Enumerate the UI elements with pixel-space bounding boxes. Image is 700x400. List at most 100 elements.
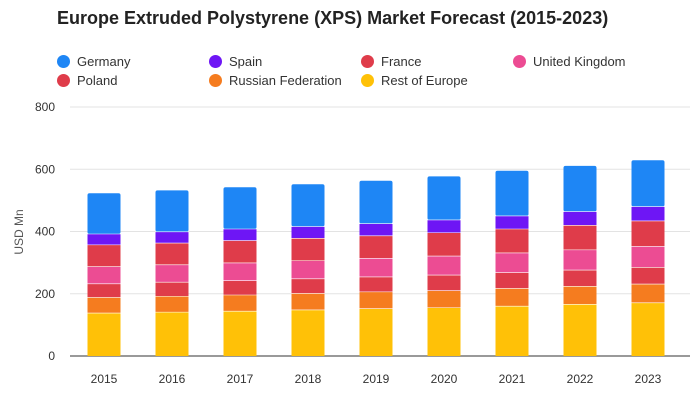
bar-segment-spain-2016[interactable]	[155, 231, 189, 244]
bar-segment-germany-2020[interactable]	[427, 176, 461, 220]
bar-segment-spain-2021[interactable]	[495, 215, 529, 230]
bar-segment-rest-of-europe-2021[interactable]	[495, 306, 529, 356]
y-axis-ticks: 0 200 400 600 800	[35, 100, 55, 363]
x-tick-label: 2016	[159, 372, 186, 386]
bar-segment-france-2015[interactable]	[87, 244, 121, 267]
bar-segment-germany-2023[interactable]	[631, 160, 665, 207]
bar-segment-united-kingdom-2022[interactable]	[563, 249, 597, 271]
legend-label-russian-federation: Russian Federation	[229, 73, 342, 88]
bar-segment-rest-of-europe-2022[interactable]	[563, 304, 597, 356]
y-tick-label: 200	[35, 287, 55, 301]
bar-segment-poland-2016[interactable]	[155, 282, 189, 297]
bar-segment-france-2020[interactable]	[427, 232, 461, 257]
bar-segment-rest-of-europe-2015[interactable]	[87, 313, 121, 356]
legend-swatch-poland	[57, 74, 70, 87]
bar-segment-france-2018[interactable]	[291, 238, 325, 261]
legend-item-poland[interactable]: Poland	[57, 73, 117, 88]
bar-segment-germany-2015[interactable]	[87, 193, 121, 234]
bar-segment-france-2017[interactable]	[223, 240, 257, 263]
bar-segment-rest-of-europe-2016[interactable]	[155, 312, 189, 356]
y-tick-label: 600	[35, 162, 55, 176]
bar-segment-united-kingdom-2018[interactable]	[291, 260, 325, 279]
bar-segment-spain-2023[interactable]	[631, 206, 665, 221]
x-tick-label: 2021	[499, 372, 526, 386]
bar-segment-united-kingdom-2021[interactable]	[495, 252, 529, 273]
bar-segment-spain-2015[interactable]	[87, 233, 121, 245]
bar-segment-russian-federation-2018[interactable]	[291, 293, 325, 310]
x-tick-label: 2022	[567, 372, 594, 386]
bar-segment-russian-federation-2016[interactable]	[155, 296, 189, 313]
legend-label-united-kingdom: United Kingdom	[533, 54, 626, 69]
bar-segment-germany-2017[interactable]	[223, 187, 257, 230]
legend-item-russian-federation[interactable]: Russian Federation	[209, 73, 342, 88]
bar-segment-russian-federation-2021[interactable]	[495, 288, 529, 307]
x-tick-label: 2015	[91, 372, 118, 386]
x-tick-label: 2017	[227, 372, 254, 386]
x-axis-ticks: 2015 2016 2017 2018 2019 2020 2021 2022 2023	[91, 372, 662, 386]
bar-segment-france-2022[interactable]	[563, 225, 597, 250]
bar-segment-france-2019[interactable]	[359, 235, 393, 259]
bar-segment-germany-2022[interactable]	[563, 165, 597, 212]
bar-segment-poland-2019[interactable]	[359, 276, 393, 292]
bar-segment-russian-federation-2022[interactable]	[563, 286, 597, 305]
bar-segment-france-2016[interactable]	[155, 243, 189, 265]
bar-segment-poland-2022[interactable]	[563, 270, 597, 287]
legend-item-united-kingdom[interactable]: United Kingdom	[513, 54, 626, 69]
bar-segment-poland-2021[interactable]	[495, 272, 529, 289]
legend-label-spain: Spain	[229, 54, 263, 69]
y-tick-label: 0	[48, 349, 55, 363]
bar-segment-spain-2018[interactable]	[291, 226, 325, 239]
bar-segment-poland-2020[interactable]	[427, 275, 461, 291]
bar-segment-united-kingdom-2016[interactable]	[155, 264, 189, 283]
y-tick-label: 400	[35, 225, 55, 239]
legend-item-spain[interactable]: Spain	[209, 54, 262, 69]
legend-item-france[interactable]: France	[361, 54, 421, 69]
x-tick-label: 2019	[363, 372, 390, 386]
bar-segment-united-kingdom-2023[interactable]	[631, 246, 665, 268]
bar-segment-spain-2020[interactable]	[427, 219, 461, 233]
bar-segment-russian-federation-2015[interactable]	[87, 297, 121, 314]
legend-item-germany[interactable]: Germany	[57, 54, 130, 69]
bars	[87, 160, 665, 356]
bar-segment-germany-2019[interactable]	[359, 180, 393, 224]
bar-segment-rest-of-europe-2018[interactable]	[291, 309, 325, 356]
bar-segment-spain-2019[interactable]	[359, 223, 393, 236]
bar-segment-rest-of-europe-2023[interactable]	[631, 302, 665, 356]
bar-segment-poland-2015[interactable]	[87, 283, 121, 298]
legend-swatch-germany	[57, 55, 70, 68]
y-tick-label: 800	[35, 100, 55, 114]
bar-segment-poland-2023[interactable]	[631, 267, 665, 285]
legend-swatch-rest-of-europe	[361, 74, 374, 87]
bar-segment-spain-2022[interactable]	[563, 211, 597, 226]
legend-swatch-spain	[209, 55, 222, 68]
bar-segment-poland-2018[interactable]	[291, 278, 325, 294]
y-axis-label: USD Mn	[12, 209, 26, 254]
bar-segment-spain-2017[interactable]	[223, 229, 257, 241]
bar-segment-poland-2017[interactable]	[223, 280, 257, 295]
bar-segment-germany-2018[interactable]	[291, 184, 325, 227]
bar-segment-france-2021[interactable]	[495, 229, 529, 253]
legend-swatch-france	[361, 55, 374, 68]
legend-item-rest-of-europe[interactable]: Rest of Europe	[361, 73, 468, 88]
legend-label-germany: Germany	[77, 54, 131, 69]
legend-swatch-united-kingdom	[513, 55, 526, 68]
legend-swatch-russian-federation	[209, 74, 222, 87]
bar-segment-rest-of-europe-2019[interactable]	[359, 308, 393, 356]
bar-segment-united-kingdom-2019[interactable]	[359, 258, 393, 277]
chart-title: Europe Extruded Polystyrene (XPS) Market…	[57, 8, 609, 28]
bar-segment-russian-federation-2023[interactable]	[631, 284, 665, 303]
legend-label-france: France	[381, 54, 422, 69]
bar-segment-russian-federation-2017[interactable]	[223, 294, 257, 312]
bar-segment-germany-2021[interactable]	[495, 170, 529, 216]
bar-segment-united-kingdom-2020[interactable]	[427, 256, 461, 276]
bar-segment-russian-federation-2020[interactable]	[427, 290, 461, 308]
bar-segment-rest-of-europe-2017[interactable]	[223, 311, 257, 356]
bar-segment-united-kingdom-2015[interactable]	[87, 266, 121, 284]
x-tick-label: 2020	[431, 372, 458, 386]
bar-segment-russian-federation-2019[interactable]	[359, 291, 393, 309]
bar-segment-france-2023[interactable]	[631, 220, 665, 247]
bar-segment-germany-2016[interactable]	[155, 190, 189, 232]
bar-segment-rest-of-europe-2020[interactable]	[427, 307, 461, 356]
bar-segment-united-kingdom-2017[interactable]	[223, 262, 257, 281]
